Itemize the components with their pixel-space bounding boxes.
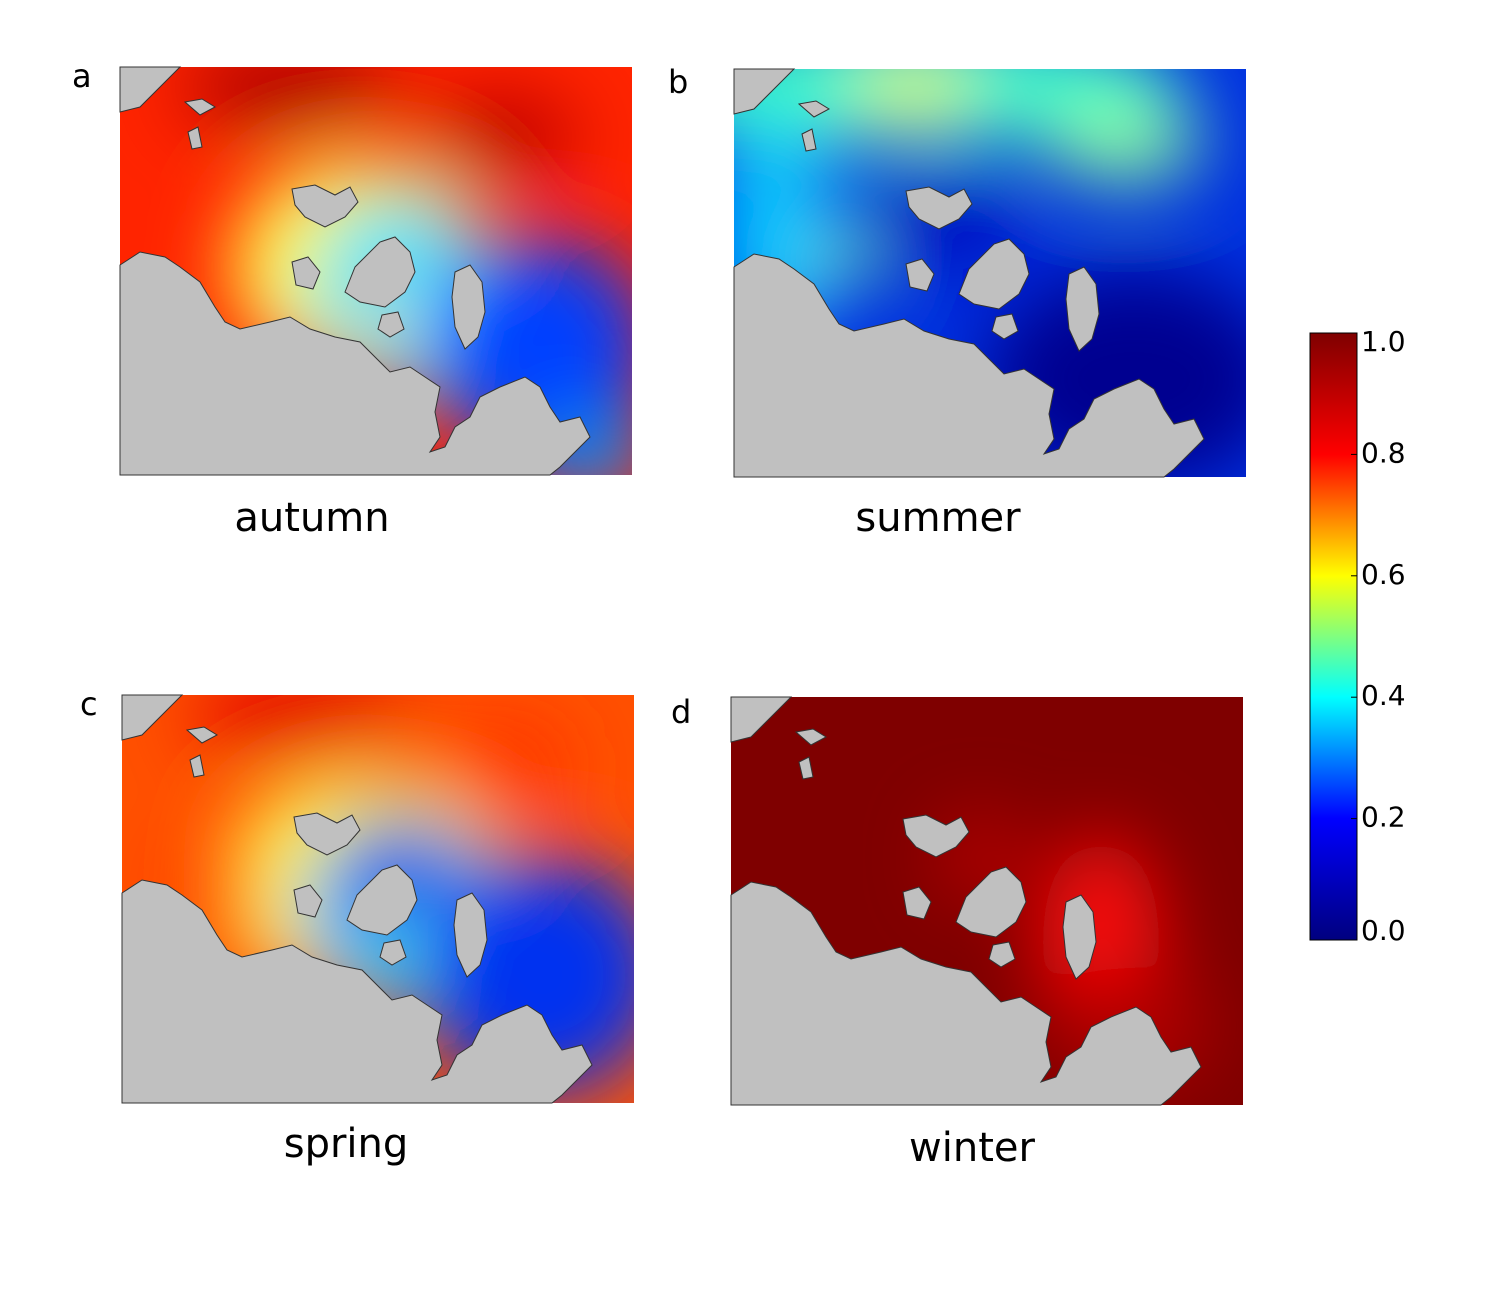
panel-c: [121, 694, 634, 1104]
colorbar-tick-label: 0.8: [1361, 436, 1406, 469]
panel-letter: b: [668, 63, 688, 101]
panel-label: spring: [284, 1121, 409, 1167]
panel-label: summer: [855, 495, 1021, 541]
colorbar-tick-label: 0.6: [1361, 558, 1406, 591]
panel-b: [733, 68, 1246, 478]
colorbar-fill: [1309, 332, 1358, 941]
colorbar-tick-label: 0.0: [1361, 914, 1406, 947]
colorbar: 0.0 0.2 0.4 0.6 0.8 1.0: [1309, 325, 1406, 947]
panel-a: [119, 66, 632, 476]
colorbar-tick-label: 0.4: [1361, 679, 1406, 712]
colorbar-tick-label: 1.0: [1361, 325, 1406, 358]
panel-letter: d: [671, 693, 691, 731]
panel-letter: c: [80, 685, 98, 723]
panel-letter: a: [72, 57, 92, 95]
panel-label: winter: [909, 1125, 1035, 1171]
panel-d: [730, 696, 1243, 1106]
colorbar-tick-label: 0.2: [1361, 801, 1406, 834]
panel-label: autumn: [234, 495, 389, 541]
